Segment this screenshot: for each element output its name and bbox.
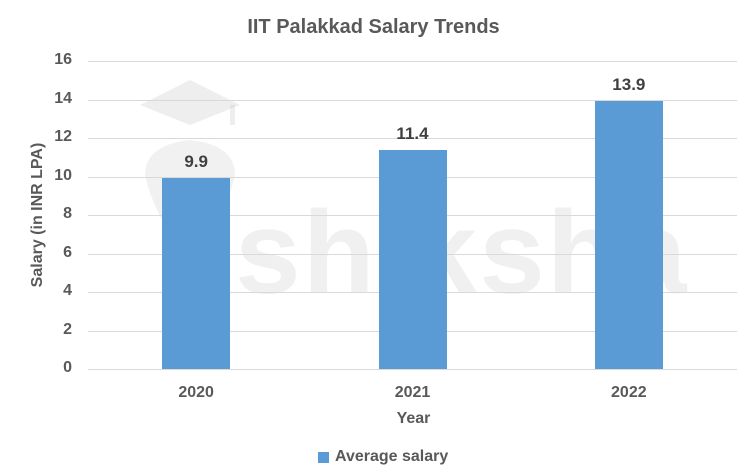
data-label: 13.9 <box>612 75 646 95</box>
y-tick-label: 14 <box>54 89 72 107</box>
y-tick-label: 8 <box>63 205 72 222</box>
data-label: 11.4 <box>396 123 429 143</box>
y-tick-label: 10 <box>54 166 72 184</box>
chart-title: IIT Palakkad Salary Trends <box>247 16 500 38</box>
bar-2021[interactable] <box>378 149 447 369</box>
y-tick-label: 12 <box>54 128 72 145</box>
y-tick-label: 0 <box>63 359 72 376</box>
x-tick-label: 2021 <box>394 384 431 401</box>
y-tick-label: 2 <box>63 320 72 338</box>
legend-swatch-icon <box>318 451 329 463</box>
data-label: 9.9 <box>184 152 208 172</box>
gridline <box>88 61 737 62</box>
y-tick-label: 6 <box>63 243 72 261</box>
legend: Average salary <box>318 448 448 466</box>
gridline <box>88 369 737 370</box>
x-tick-label: 2020 <box>178 384 214 401</box>
y-tick-label: 4 <box>63 282 72 299</box>
legend-label: Average salary <box>335 448 449 465</box>
bar-2022[interactable] <box>594 101 663 369</box>
gridline <box>88 99 737 101</box>
x-axis-label: Year <box>396 410 431 427</box>
y-tick-label: 16 <box>54 51 72 68</box>
gridline <box>88 138 737 139</box>
bar-2020[interactable] <box>162 178 231 369</box>
x-tick-label: 2022 <box>611 384 647 401</box>
